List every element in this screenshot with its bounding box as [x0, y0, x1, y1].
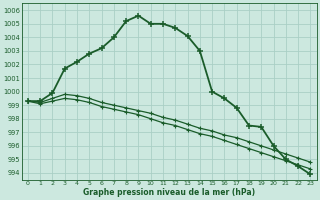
X-axis label: Graphe pression niveau de la mer (hPa): Graphe pression niveau de la mer (hPa) — [83, 188, 255, 197]
